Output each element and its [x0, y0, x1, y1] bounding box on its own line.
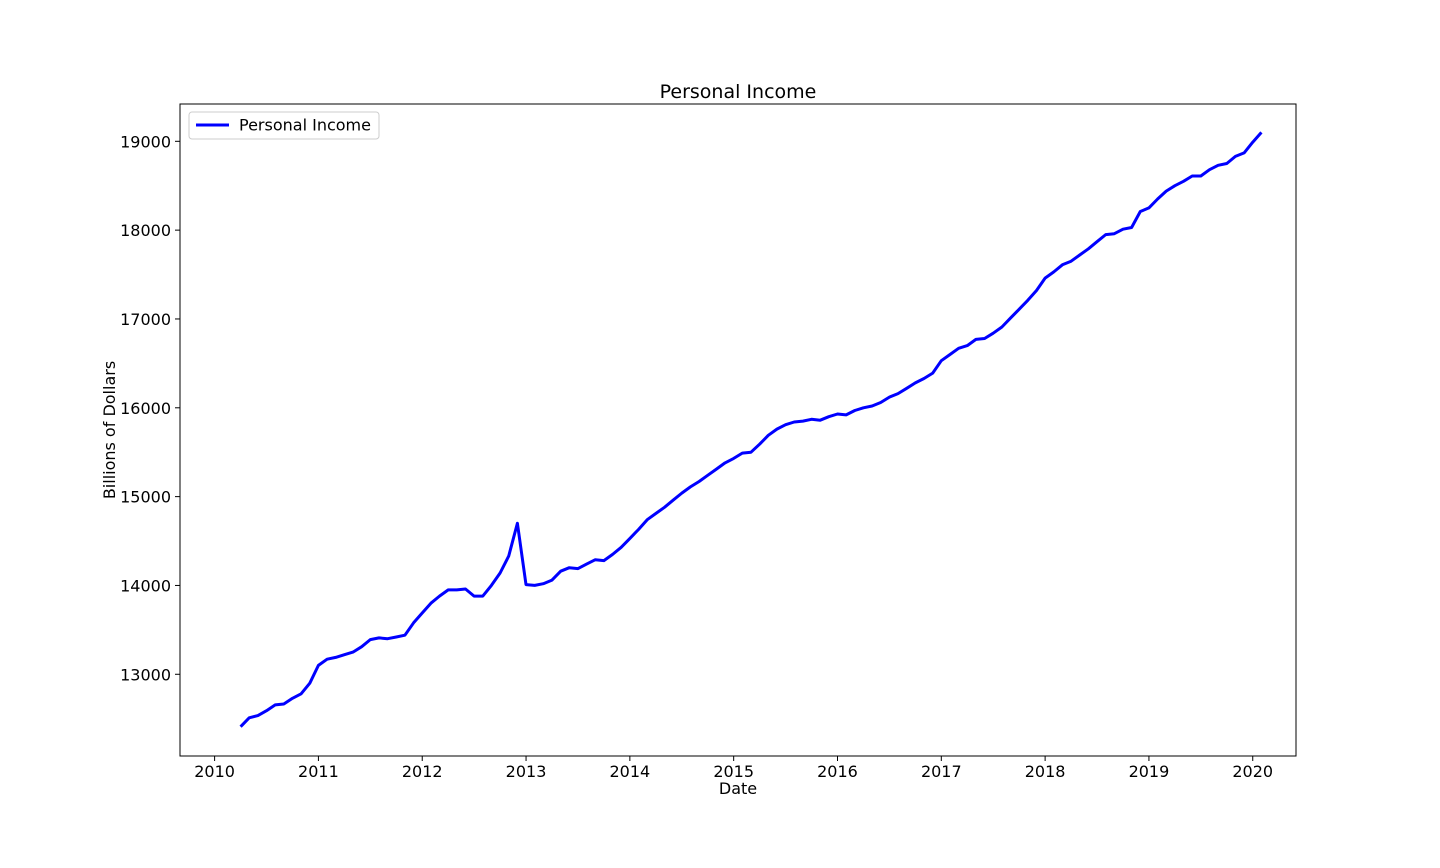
series-line-0 [239, 131, 1263, 728]
x-tick-label: 2020 [1232, 762, 1273, 781]
legend: Personal Income [188, 111, 380, 140]
y-tick-label: 17000 [120, 310, 171, 329]
x-tick-label: 2019 [1129, 762, 1170, 781]
y-tick-label: 18000 [120, 221, 171, 240]
x-tick-label: 2013 [506, 762, 547, 781]
y-axis-label: Billions of Dollars [100, 361, 119, 499]
x-axis-label: Date [719, 779, 757, 798]
y-tick-label: 16000 [120, 399, 171, 418]
chart-title: Personal Income [660, 81, 817, 103]
x-tick-label: 2017 [921, 762, 962, 781]
x-tick-label: 2016 [817, 762, 858, 781]
x-tick-label: 2012 [402, 762, 443, 781]
y-tick-label: 13000 [120, 665, 171, 684]
y-tick-label: 15000 [120, 488, 171, 507]
legend-label: Personal Income [239, 116, 371, 135]
y-tick-label: 19000 [120, 132, 171, 151]
axes: 2010 2011 2012 2013 2014 2015 2016 2017 2018 2019… [120, 103, 1297, 781]
x-tick-label: 2014 [610, 762, 651, 781]
x-tick-label: 2018 [1025, 762, 1066, 781]
y-tick-label: 14000 [120, 576, 171, 595]
plot-frame [179, 103, 1297, 757]
legend-box [188, 111, 380, 140]
plot-area [239, 131, 1263, 728]
x-tick-label: 2010 [194, 762, 235, 781]
x-tick-label: 2011 [298, 762, 339, 781]
x-tick-label: 2015 [713, 762, 754, 781]
